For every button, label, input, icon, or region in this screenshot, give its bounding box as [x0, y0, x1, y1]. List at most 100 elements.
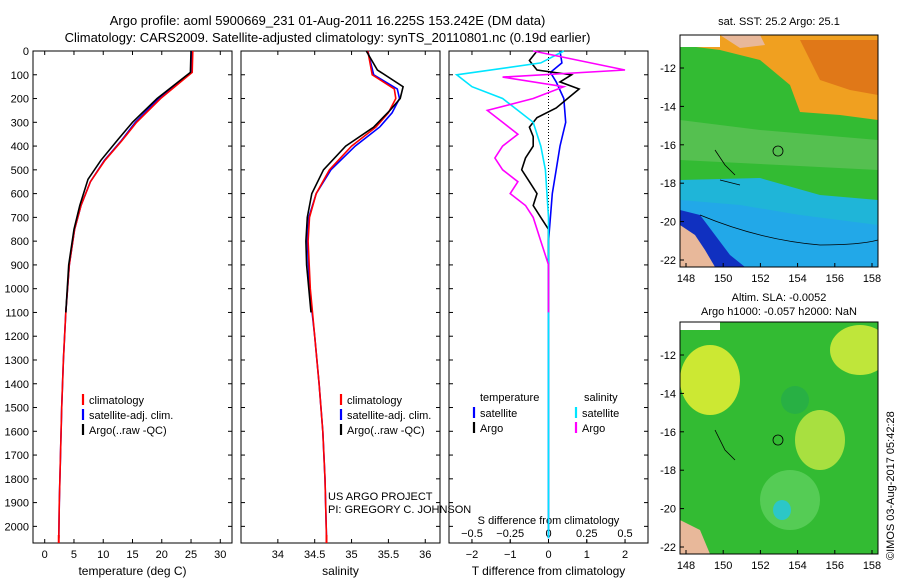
- map-ytick-label: -20: [660, 504, 676, 516]
- ytick-label: 1400: [5, 379, 29, 391]
- stick-label: 0.25: [576, 528, 597, 540]
- map-ytick-label: -22: [660, 542, 676, 554]
- legend-label: climatology: [347, 395, 403, 407]
- ytick-label: 1500: [5, 403, 29, 415]
- xtick-label: 10: [97, 549, 109, 561]
- ytick-label: 900: [11, 260, 29, 272]
- series-line: [58, 50, 193, 539]
- xtick-label: 0: [42, 549, 48, 561]
- map-xtick-label: 148: [677, 560, 695, 572]
- sst-map-title: sat. SST: 25.2 Argo: 25.1: [718, 16, 840, 28]
- sla-map-frame: [679, 321, 879, 555]
- xtick-label: 30: [214, 549, 226, 561]
- map-xtick-label: 152: [751, 560, 769, 572]
- xtick-label: 2: [622, 549, 628, 561]
- map-ytick-label: -18: [660, 178, 676, 190]
- salinity-xlabel: salinity: [322, 564, 359, 578]
- sst-map: [680, 35, 878, 267]
- ytick-label: 200: [11, 94, 29, 106]
- map-ytick-label: -12: [660, 350, 676, 362]
- ytick-label: 1700: [5, 450, 29, 462]
- series-line: [58, 50, 194, 539]
- credit-line2: PI: GREGORY C. JOHNSON: [328, 504, 471, 516]
- ytick-label: 800: [11, 236, 29, 248]
- ytick-label: 300: [11, 117, 29, 129]
- map-xtick-label: 156: [826, 560, 844, 572]
- xtick-label: 35: [345, 549, 357, 561]
- series-line: [307, 50, 397, 539]
- map-xtick-label: 150: [714, 273, 732, 285]
- series-line: [306, 50, 401, 539]
- legend-label: climatology: [89, 395, 145, 407]
- map-ytick-label: -16: [660, 427, 676, 439]
- xtick-label: 5: [71, 549, 77, 561]
- ytick-label: 1900: [5, 498, 29, 510]
- ytick-label: 2000: [5, 521, 29, 533]
- ytick-label: 600: [11, 189, 29, 201]
- map-xtick-label: 158: [863, 560, 881, 572]
- sla-map: [680, 322, 878, 554]
- stick-label: −0.5: [461, 528, 483, 540]
- ytick-label: 100: [11, 70, 29, 82]
- map-xtick-label: 150: [714, 560, 732, 572]
- ytick-label: 1200: [5, 331, 29, 343]
- map-ytick-label: -16: [660, 140, 676, 152]
- difference-xlabel: T difference from climatology: [472, 564, 626, 578]
- series-line: [305, 50, 405, 313]
- xtick-label: 25: [185, 549, 197, 561]
- xtick-label: −1: [504, 549, 517, 561]
- legend-temperature-title: temperature: [480, 392, 539, 404]
- legend-label: satellite: [480, 408, 517, 420]
- legend-salinity-title: salinity: [584, 392, 618, 404]
- map-xtick-label: 154: [788, 273, 806, 285]
- chart-title-line1: Argo profile: aoml 5900669_231 01-Aug-20…: [109, 13, 546, 28]
- series-line: [485, 50, 626, 313]
- legend-label: Argo: [582, 423, 605, 435]
- xtick-label: 34.5: [304, 549, 325, 561]
- xtick-label: 20: [156, 549, 168, 561]
- xtick-label: 15: [126, 549, 138, 561]
- xtick-label: 1: [584, 549, 590, 561]
- map-ytick-label: -18: [660, 465, 676, 477]
- map-ytick-label: -22: [660, 255, 676, 267]
- ytick-label: 1600: [5, 426, 29, 438]
- sst-map-frame: [679, 34, 879, 268]
- xtick-label: 0: [545, 549, 551, 561]
- timestamp-stamp: ©IMOS 03-Aug-2017 05:42:28: [885, 411, 897, 560]
- temperature-xlabel: temperature (deg C): [78, 564, 186, 578]
- map-xtick-label: 148: [677, 273, 695, 285]
- map-xtick-label: 152: [751, 273, 769, 285]
- ytick-label: 700: [11, 212, 29, 224]
- xtick-label: −2: [466, 549, 479, 561]
- salinity-axes-frame: [240, 50, 441, 544]
- credit-line1: US ARGO PROJECT: [328, 491, 433, 503]
- legend-label: satellite-adj. clim.: [347, 410, 431, 422]
- legend-label: Argo(..raw -QC): [89, 425, 167, 437]
- series-line: [547, 50, 567, 539]
- ytick-label: 500: [11, 165, 29, 177]
- stick-label: 0.5: [617, 528, 632, 540]
- map-ytick-label: -20: [660, 217, 676, 229]
- ytick-label: 1300: [5, 355, 29, 367]
- stick-label: −0.25: [496, 528, 524, 540]
- ytick-label: 1000: [5, 284, 29, 296]
- series-line: [65, 50, 192, 313]
- map-xtick-label: 156: [826, 273, 844, 285]
- chart-title-line2: Climatology: CARS2009. Satellite-adjuste…: [64, 30, 591, 45]
- legend-label: satellite-adj. clim.: [89, 410, 173, 422]
- ytick-label: 1800: [5, 474, 29, 486]
- map-xtick-label: 154: [788, 560, 806, 572]
- sla-map-title2: Argo h1000: -0.057 h2000: NaN: [701, 306, 857, 318]
- series-line: [520, 50, 581, 313]
- map-ytick-label: -14: [660, 101, 676, 113]
- map-ytick-label: -12: [660, 63, 676, 75]
- xtick-label: 36: [419, 549, 431, 561]
- legend-label: Argo: [480, 423, 503, 435]
- sla-map-title1: Altim. SLA: -0.0052: [732, 292, 827, 304]
- map-ytick-label: -14: [660, 388, 676, 400]
- ytick-label: 1100: [5, 307, 29, 319]
- xtick-label: 35.5: [378, 549, 399, 561]
- xtick-label: 34: [272, 549, 284, 561]
- legend-label: satellite: [582, 408, 619, 420]
